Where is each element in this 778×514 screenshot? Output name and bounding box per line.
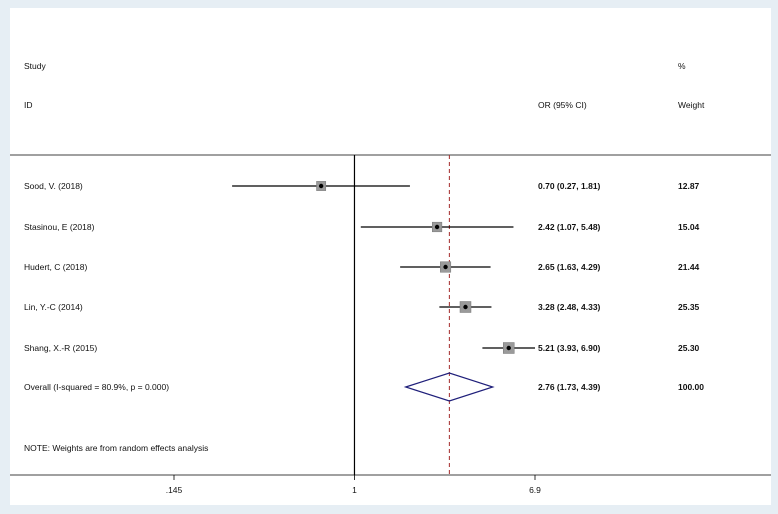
- study-label: Stasinou, E (2018): [24, 222, 95, 232]
- x-tick-label: 1: [352, 485, 357, 495]
- forest-plot: Study ID OR (95% CI) % Weight .145 1 6.9 So…: [10, 61, 771, 495]
- study-label: Shang, X.-R (2015): [24, 343, 97, 353]
- or-ci-label: 5.21 (3.93, 6.90): [538, 343, 601, 353]
- study-label: Hudert, C (2018): [24, 262, 87, 272]
- or-ci-label: 3.28 (2.48, 4.33): [538, 302, 601, 312]
- note-text: NOTE: Weights are from random effects an…: [24, 443, 208, 453]
- forest-plot-panel: Study ID OR (95% CI) % Weight .145 1 6.9 So…: [10, 8, 771, 505]
- point-estimate: [434, 224, 440, 230]
- header-weight: Weight: [678, 100, 705, 110]
- x-tick-label: 6.9: [529, 485, 541, 495]
- overall-label: Overall (I-squared = 80.9%, p = 0.000): [24, 382, 169, 392]
- overall-diamond: [403, 372, 495, 402]
- header-id: ID: [24, 100, 33, 110]
- weight-label: 15.04: [678, 222, 700, 232]
- header-weight-pct: %: [678, 61, 686, 71]
- or-ci-label: 2.42 (1.07, 5.48): [538, 222, 601, 232]
- overall-weight-label: 100.00: [678, 382, 704, 392]
- point-estimate: [463, 304, 468, 310]
- header-or: OR (95% CI): [538, 100, 587, 110]
- point-estimate: [443, 264, 448, 270]
- x-tick-label: .145: [166, 485, 183, 495]
- plot-marks: .145 1 6.9 Sood, V. (2018) 0.70 (0.27, 1.81)…: [24, 155, 704, 495]
- weight-label: 12.87: [678, 181, 700, 191]
- weight-label: 25.35: [678, 302, 700, 312]
- study-label: Lin, Y.-C (2014): [24, 302, 83, 312]
- point-estimate: [318, 183, 324, 189]
- study-label: Sood, V. (2018): [24, 181, 83, 191]
- weight-label: 21.44: [678, 262, 700, 272]
- header-study: Study: [24, 61, 46, 71]
- or-ci-label: 2.65 (1.63, 4.29): [538, 262, 601, 272]
- point-estimate: [506, 345, 511, 351]
- or-ci-label: 0.70 (0.27, 1.81): [538, 181, 601, 191]
- overall-or-ci-label: 2.76 (1.73, 4.39): [538, 382, 601, 392]
- weight-label: 25.30: [678, 343, 700, 353]
